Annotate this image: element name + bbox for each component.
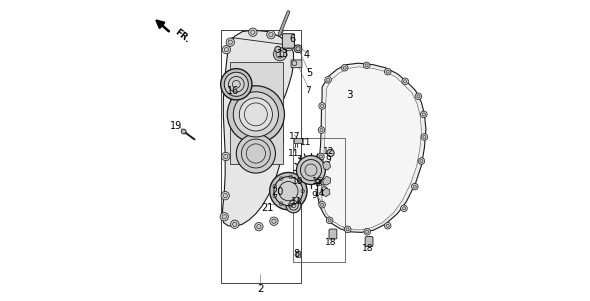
Circle shape bbox=[327, 149, 334, 157]
FancyBboxPatch shape bbox=[230, 62, 283, 164]
Text: 10: 10 bbox=[292, 177, 304, 186]
Circle shape bbox=[319, 103, 326, 109]
Circle shape bbox=[221, 191, 230, 200]
Text: 11: 11 bbox=[289, 149, 300, 158]
Text: 18: 18 bbox=[362, 244, 373, 253]
Text: FR.: FR. bbox=[172, 27, 191, 45]
Circle shape bbox=[227, 86, 284, 143]
Circle shape bbox=[325, 76, 332, 83]
Polygon shape bbox=[322, 188, 330, 197]
Circle shape bbox=[270, 217, 278, 225]
Circle shape bbox=[322, 187, 327, 193]
Text: 20: 20 bbox=[271, 187, 283, 197]
Circle shape bbox=[318, 127, 325, 133]
Circle shape bbox=[284, 42, 293, 51]
Text: 15: 15 bbox=[312, 177, 323, 186]
Circle shape bbox=[240, 98, 273, 131]
Circle shape bbox=[363, 62, 370, 69]
Text: 21: 21 bbox=[261, 203, 274, 213]
Text: 8: 8 bbox=[293, 249, 300, 259]
Circle shape bbox=[421, 134, 428, 140]
Bar bbox=[221, 30, 301, 283]
Polygon shape bbox=[222, 30, 293, 226]
Circle shape bbox=[220, 213, 228, 221]
Text: 16: 16 bbox=[227, 86, 240, 96]
Text: 11: 11 bbox=[291, 197, 302, 206]
Circle shape bbox=[224, 72, 248, 96]
Text: 9: 9 bbox=[314, 179, 320, 188]
Circle shape bbox=[294, 45, 302, 53]
Circle shape bbox=[275, 46, 281, 52]
Polygon shape bbox=[322, 67, 421, 230]
Polygon shape bbox=[323, 176, 330, 185]
Circle shape bbox=[320, 179, 327, 185]
Circle shape bbox=[316, 179, 323, 185]
Bar bbox=[294, 138, 301, 143]
Circle shape bbox=[342, 64, 348, 71]
Circle shape bbox=[222, 45, 231, 54]
Text: 18: 18 bbox=[325, 238, 337, 247]
Polygon shape bbox=[323, 161, 330, 170]
Circle shape bbox=[267, 30, 275, 39]
Circle shape bbox=[385, 68, 391, 75]
Text: 11: 11 bbox=[300, 138, 312, 147]
Text: 13: 13 bbox=[277, 48, 290, 59]
Circle shape bbox=[326, 217, 333, 224]
Circle shape bbox=[418, 158, 425, 164]
Circle shape bbox=[226, 38, 234, 46]
Bar bbox=[296, 251, 300, 257]
Polygon shape bbox=[317, 63, 426, 232]
Text: 9: 9 bbox=[312, 191, 317, 200]
Text: 4: 4 bbox=[304, 50, 310, 60]
Circle shape bbox=[221, 69, 252, 100]
Circle shape bbox=[286, 198, 301, 213]
Circle shape bbox=[181, 129, 186, 134]
Bar bbox=[293, 138, 345, 262]
Circle shape bbox=[274, 177, 303, 206]
Text: 14: 14 bbox=[314, 189, 325, 198]
Circle shape bbox=[237, 134, 276, 173]
Circle shape bbox=[421, 111, 427, 118]
Circle shape bbox=[415, 93, 422, 100]
Circle shape bbox=[402, 78, 408, 85]
Circle shape bbox=[222, 152, 230, 161]
Circle shape bbox=[401, 205, 407, 212]
FancyBboxPatch shape bbox=[329, 229, 337, 239]
Text: 9: 9 bbox=[325, 155, 331, 164]
Circle shape bbox=[385, 222, 391, 229]
Text: 7: 7 bbox=[306, 86, 312, 95]
Circle shape bbox=[233, 92, 278, 137]
Circle shape bbox=[411, 183, 418, 190]
Text: 17: 17 bbox=[289, 132, 300, 141]
Text: 12: 12 bbox=[323, 147, 335, 156]
Circle shape bbox=[317, 153, 324, 160]
Text: 2: 2 bbox=[257, 284, 264, 294]
Text: 19: 19 bbox=[170, 121, 182, 132]
Circle shape bbox=[248, 28, 257, 36]
Circle shape bbox=[364, 228, 371, 235]
Circle shape bbox=[270, 172, 307, 210]
Circle shape bbox=[345, 226, 351, 233]
FancyBboxPatch shape bbox=[283, 34, 294, 48]
Circle shape bbox=[273, 48, 287, 61]
Text: 3: 3 bbox=[346, 89, 352, 100]
Circle shape bbox=[297, 156, 326, 185]
Circle shape bbox=[231, 220, 239, 228]
FancyBboxPatch shape bbox=[291, 60, 302, 68]
Circle shape bbox=[319, 201, 326, 208]
Text: 6: 6 bbox=[289, 33, 295, 44]
FancyBboxPatch shape bbox=[365, 237, 373, 247]
Circle shape bbox=[255, 222, 263, 231]
Text: 5: 5 bbox=[306, 68, 313, 79]
